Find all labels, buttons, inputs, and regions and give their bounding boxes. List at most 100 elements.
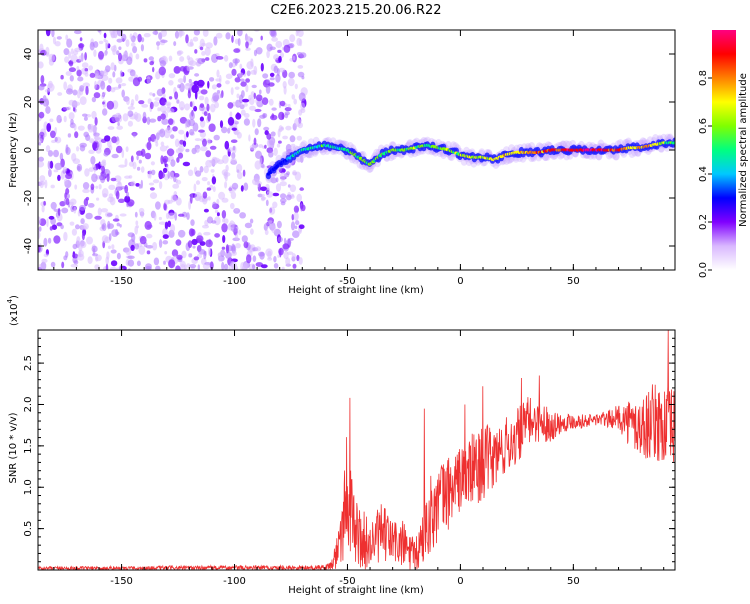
noise-blob (88, 65, 93, 71)
noise-blob (47, 83, 55, 92)
noise-blob (38, 138, 43, 143)
noise-blob (203, 111, 208, 117)
noise-blob (99, 161, 107, 167)
signal-halo (366, 164, 373, 173)
noise-blob (264, 222, 270, 227)
noise-blob (128, 161, 134, 167)
noise-blob (145, 263, 152, 270)
noise-blob (144, 152, 152, 160)
noise-blob (63, 178, 68, 185)
noise-blob (127, 110, 134, 117)
noise-blob (65, 34, 69, 41)
noise-blob (190, 219, 195, 227)
noise-blob (244, 35, 251, 42)
noise-blob (38, 156, 44, 162)
noise-blob (199, 131, 207, 138)
spectrogram-ytick-label: 0 (23, 147, 34, 153)
noise-blob (252, 264, 255, 270)
noise-blob (115, 145, 123, 154)
noise-blob (201, 177, 208, 182)
noise-blob (227, 116, 235, 126)
noise-blob (159, 145, 168, 152)
snr-panel: -150 -100 -50 0 50 0.5 1.0 1.5 2.0 2.5 Height of … (6, 295, 676, 596)
noise-blob (61, 261, 65, 269)
noise-blob (89, 138, 95, 144)
noise-blob (66, 38, 73, 48)
noise-blob (103, 32, 107, 39)
noise-blob (127, 120, 133, 127)
noise-blob (268, 98, 274, 106)
noise-blob (178, 229, 186, 238)
noise-blob (248, 134, 251, 142)
noise-blob (50, 184, 55, 189)
noise-blob (246, 70, 251, 77)
noise-blob (40, 261, 47, 270)
noise-blob (172, 126, 178, 132)
noise-blob (90, 156, 96, 165)
noise-blob (155, 132, 160, 141)
noise-blob (165, 127, 173, 134)
noise-blob (245, 78, 251, 83)
noise-blob (239, 94, 244, 104)
noise-blob (176, 50, 182, 57)
noise-blob (240, 81, 247, 87)
noise-blob (284, 113, 289, 119)
noise-blob (70, 263, 79, 268)
noise-blob (57, 92, 63, 96)
noise-blob (38, 141, 42, 146)
noise-blob (175, 179, 182, 185)
noise-blob (255, 47, 263, 55)
noise-blob (76, 69, 82, 77)
noise-blob (108, 233, 112, 241)
noise-blob (233, 48, 241, 53)
noise-blob (230, 202, 235, 210)
noise-blob (294, 171, 302, 181)
noise-blob (68, 112, 75, 120)
noise-blob (101, 91, 107, 96)
noise-blob (182, 140, 187, 147)
noise-blob (77, 165, 81, 171)
spectrogram-xtick-label: -150 (110, 276, 133, 287)
noise-blob (228, 147, 233, 153)
noise-blob (241, 235, 248, 243)
noise-blob (254, 160, 262, 170)
svg-text:(x104): (x104) (6, 295, 20, 326)
noise-blob (115, 136, 120, 142)
noise-blob (143, 33, 151, 38)
noise-blob (110, 249, 117, 254)
noise-blob (260, 264, 268, 269)
noise-blob (230, 191, 237, 200)
noise-blob (278, 168, 286, 174)
noise-blob (270, 131, 276, 137)
noise-blob (134, 211, 138, 218)
noise-blob (260, 163, 265, 168)
noise-blob (155, 201, 161, 210)
noise-blob (100, 80, 106, 90)
noise-blob (90, 183, 95, 191)
noise-blob (251, 84, 257, 89)
noise-blob (52, 36, 57, 45)
noise-blob (174, 138, 180, 148)
noise-blob (57, 174, 61, 181)
noise-blob (95, 185, 99, 189)
noise-blob (271, 225, 277, 234)
noise-blob (87, 203, 95, 208)
noise-blob (87, 123, 95, 133)
noise-blob (70, 54, 78, 64)
colorbar-label: Normalized spectral amplitude (738, 73, 749, 227)
noise-blob (200, 89, 208, 95)
noise-blob (154, 97, 161, 101)
noise-blob (114, 112, 121, 123)
noise-blob (125, 39, 130, 47)
noise-blob (203, 251, 207, 260)
noise-blob (110, 32, 118, 38)
noise-blob (57, 207, 61, 217)
noise-blob (70, 118, 74, 125)
noise-blob (121, 33, 127, 42)
noise-blob (173, 41, 177, 47)
noise-blob (47, 160, 51, 170)
noise-blob (214, 233, 221, 238)
noise-blob (118, 164, 126, 168)
noise-blob (122, 51, 129, 60)
noise-blob (94, 80, 97, 90)
